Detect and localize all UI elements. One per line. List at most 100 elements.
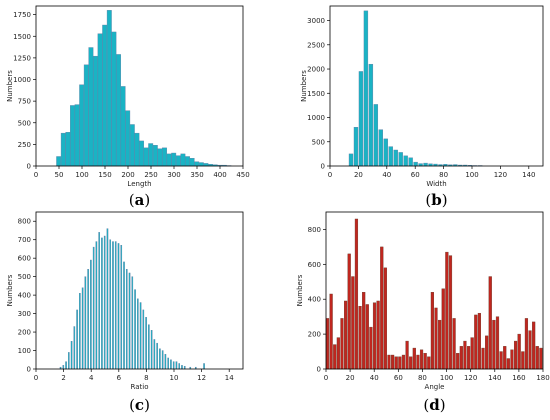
bar-c-11: [90, 259, 92, 370]
bar-c-23: [123, 261, 125, 370]
bar-d-34: [448, 255, 453, 370]
bar-c-18: [109, 239, 112, 370]
bar-a-26: [175, 155, 181, 167]
bar-a-22: [157, 148, 163, 167]
bar-d-59: [539, 347, 543, 370]
bar-b-11: [403, 155, 408, 167]
y-axis-label: Numbers: [6, 70, 14, 102]
bar-c-15: [101, 237, 103, 370]
bar-a-10: [102, 24, 108, 167]
bar-d-35: [452, 318, 456, 370]
bar-a-20: [148, 143, 154, 167]
bar-c-5: [73, 326, 76, 370]
bar-c-45: [183, 366, 186, 370]
bar-b-10: [398, 152, 403, 167]
bar-c-26: [131, 276, 134, 370]
y-tick-label: 1500: [13, 33, 31, 41]
bar-c-17: [106, 228, 109, 370]
x-tick-label: 60: [411, 171, 420, 179]
bar-d-6: [347, 253, 351, 370]
y-tick-label: 750: [18, 98, 31, 106]
plot-frame-c: [35, 211, 244, 370]
bar-a-14: [120, 86, 126, 167]
bar-c-38: [164, 354, 167, 370]
bar-d-38: [463, 340, 467, 370]
bar-a-3: [70, 105, 75, 167]
bar-c-30: [142, 309, 145, 370]
bar-c-3: [68, 352, 70, 370]
bar-d-53: [517, 333, 521, 370]
bar-d-19: [394, 356, 398, 370]
x-tick-label: 80: [439, 171, 448, 179]
chart-panel-b: 0 20 40 60 80 100 120 140 0 500 1000 1500 2000 2500 30…: [300, 5, 544, 209]
bar-d-25: [416, 354, 420, 370]
bar-a-9: [97, 33, 103, 167]
bar-b-5: [373, 104, 379, 167]
x-tick-label: 14: [225, 374, 234, 382]
x-tick-label: 40: [382, 171, 391, 179]
bar-b-4: [368, 63, 374, 167]
bar-d-23: [409, 356, 413, 370]
bar-c-7: [79, 293, 81, 370]
y-tick-label: 400: [18, 292, 31, 300]
bar-d-12: [369, 326, 373, 370]
panel-caption: (b): [425, 191, 447, 209]
x-tick-label: 50: [55, 171, 64, 179]
y-tick-label: 0: [27, 366, 31, 374]
bar-c-40: [170, 359, 172, 370]
bar-a-0: [56, 156, 62, 167]
chart-panel-d: 0 20 40 60 80 100 120 140 160 180 0 200 400 600 800 Ang…: [296, 211, 550, 414]
x-tick-label: 120: [464, 374, 477, 382]
y-axis-label: Numbers: [6, 274, 14, 306]
bar-d-50: [506, 358, 510, 370]
bar-a-23: [162, 147, 167, 167]
y-tick-label: 500: [18, 273, 31, 281]
bar-d-52: [513, 340, 518, 370]
y-tick-label: 0: [317, 366, 321, 374]
x-tick-label: 350: [190, 171, 203, 179]
x-tick-label: 20: [346, 374, 355, 382]
x-axis-label: Width: [426, 180, 446, 188]
bar-a-31: [198, 162, 204, 167]
chart-panel-c: 0 2 4 6 8 10 12 14 0 100 200 300 400 500 600 700 800 Rati…: [6, 211, 244, 414]
bar-c-44: [181, 365, 183, 370]
bar-d-42: [477, 312, 481, 370]
x-tick-label: 80: [418, 374, 427, 382]
bar-a-12: [111, 31, 117, 167]
caption-letter: d: [429, 396, 440, 414]
y-tick-label: 0: [321, 163, 325, 171]
bar-b-2: [358, 71, 364, 167]
bar-d-4: [340, 318, 344, 370]
bar-a-4: [74, 104, 80, 167]
bar-d-56: [528, 330, 532, 370]
bar-d-13: [372, 302, 377, 370]
bar-c-20: [114, 241, 117, 370]
bar-c-43: [178, 363, 181, 370]
bar-a-30: [194, 161, 200, 167]
bar-a-16: [129, 124, 135, 167]
x-tick-label: 250: [144, 171, 157, 179]
y-axis-label: Numbers: [296, 274, 304, 306]
bar-c-6: [76, 309, 78, 370]
y-tick-label: 1000: [13, 76, 31, 84]
y-tick-label: 0: [27, 163, 31, 171]
bar-c-10: [87, 269, 89, 370]
x-tick-label: 0: [34, 171, 38, 179]
bar-a-6: [83, 64, 89, 167]
chart-panel-a: 0 50 100 150 200 250 300 350 400 450 0 250 500 750 100…: [6, 5, 250, 209]
panel-caption: (c): [129, 396, 150, 414]
y-tick-label: 800: [308, 226, 321, 234]
bar-d-37: [459, 346, 463, 370]
x-tick-label: 150: [98, 171, 111, 179]
bar-d-30: [434, 307, 438, 370]
bar-d-20: [398, 356, 402, 370]
bar-c-41: [172, 361, 175, 370]
bar-d-24: [412, 347, 416, 370]
bar-c-32: [148, 324, 150, 370]
bar-c-16: [103, 235, 106, 370]
bar-d-33: [445, 251, 449, 370]
bar-a-27: [180, 153, 186, 167]
y-tick-label: 200: [308, 331, 321, 339]
x-tick-label: 140: [488, 374, 501, 382]
